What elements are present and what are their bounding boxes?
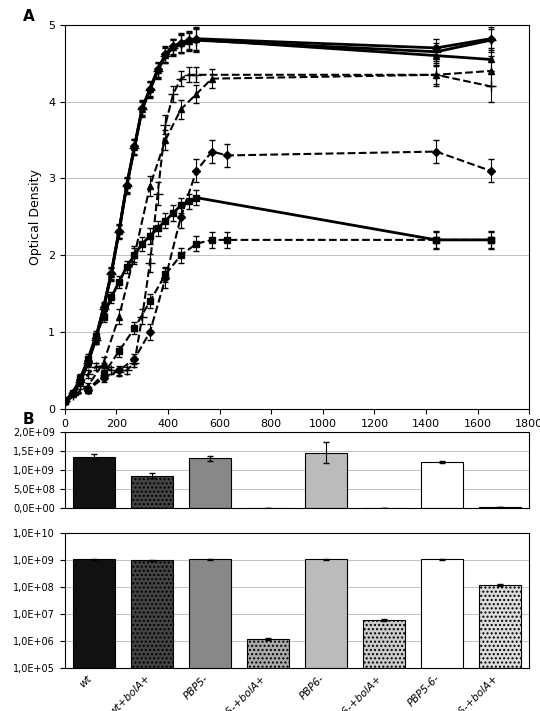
Bar [305, 559, 347, 711]
Bar [73, 559, 114, 711]
X-axis label: Time (min): Time (min) [259, 434, 335, 447]
Bar [421, 559, 463, 711]
Bar [73, 456, 114, 508]
Bar [305, 453, 347, 508]
Y-axis label: Optical Density: Optical Density [29, 169, 43, 264]
Bar [480, 507, 521, 508]
Bar [131, 560, 173, 711]
Bar [480, 585, 521, 711]
Text: A: A [23, 9, 35, 24]
Legend: ED3184, ED3184+bolA+, PBP5-, PBP5-+bolA+, PRP6-, PRP6-+bolA+, PRP5-6-, PRP5-6-+b: ED3184, ED3184+bolA+, PBP5-, PBP5-+bolA+… [116, 486, 478, 508]
Bar [421, 462, 463, 508]
Text: B: B [23, 412, 35, 427]
Bar [247, 639, 289, 711]
Bar [189, 559, 231, 711]
Bar [189, 459, 231, 508]
Bar [131, 476, 173, 508]
Bar [363, 620, 405, 711]
